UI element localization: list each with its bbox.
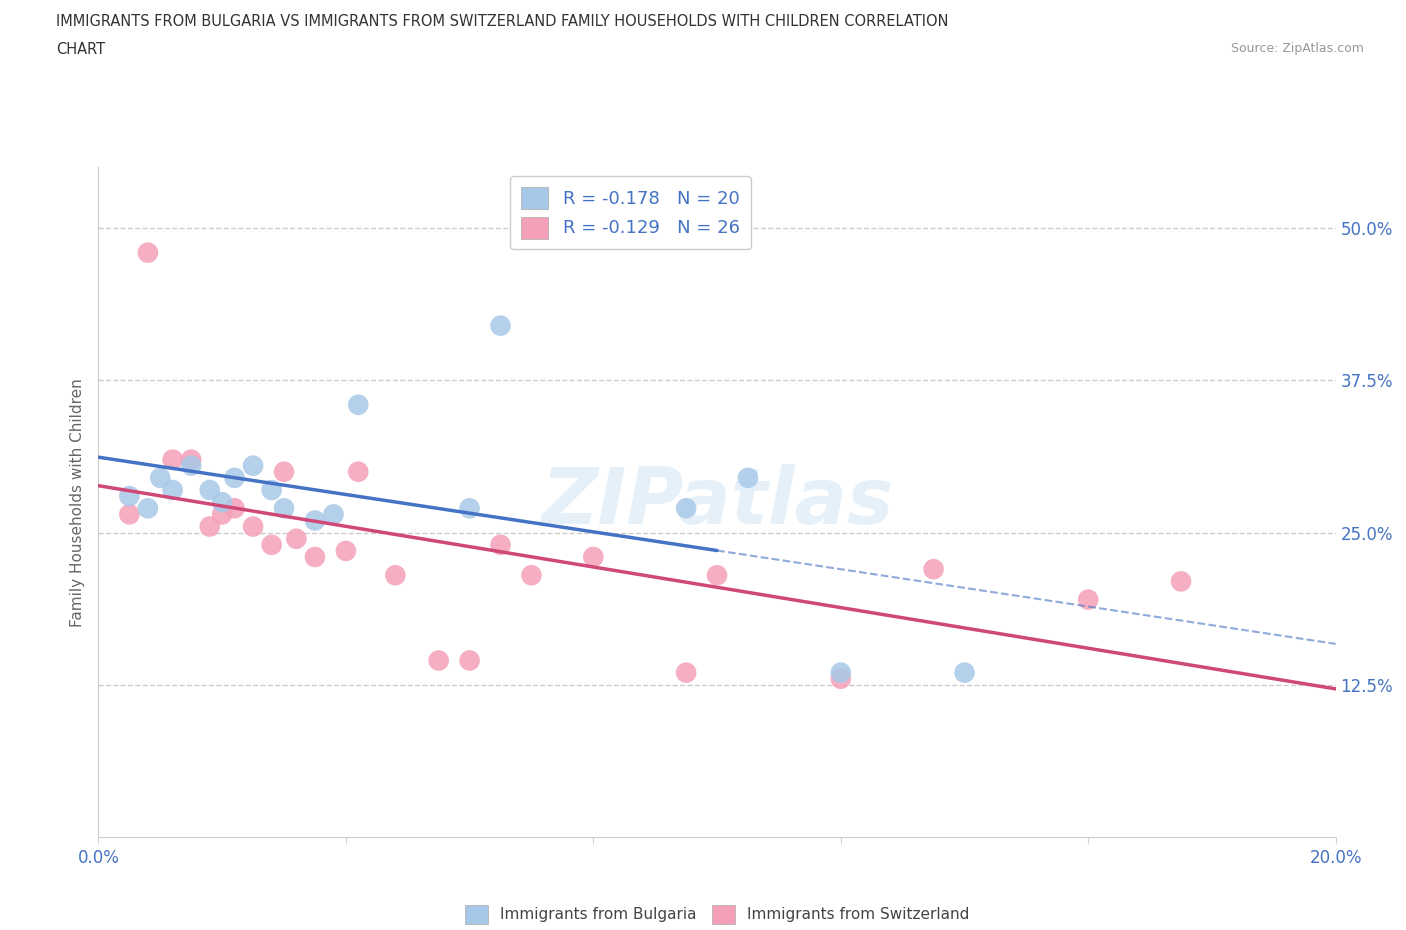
Point <box>198 519 221 534</box>
Text: IMMIGRANTS FROM BULGARIA VS IMMIGRANTS FROM SWITZERLAND FAMILY HOUSEHOLDS WITH C: IMMIGRANTS FROM BULGARIA VS IMMIGRANTS F… <box>56 14 949 29</box>
Point <box>384 568 406 583</box>
Point <box>118 507 141 522</box>
Y-axis label: Family Households with Children: Family Households with Children <box>69 378 84 627</box>
Point <box>335 543 357 558</box>
Point <box>136 246 159 260</box>
Point <box>706 568 728 583</box>
Text: CHART: CHART <box>56 42 105 57</box>
Point <box>273 501 295 516</box>
Point <box>162 452 184 467</box>
Point <box>427 653 450 668</box>
Text: Source: ZipAtlas.com: Source: ZipAtlas.com <box>1230 42 1364 55</box>
Point <box>224 501 246 516</box>
Point <box>830 671 852 686</box>
Point <box>458 501 481 516</box>
Point <box>211 495 233 510</box>
Point <box>1077 592 1099 607</box>
Point <box>304 550 326 565</box>
Point <box>737 471 759 485</box>
Point <box>347 464 370 479</box>
Point <box>180 458 202 473</box>
Point <box>198 483 221 498</box>
Legend: Immigrants from Bulgaria, Immigrants from Switzerland: Immigrants from Bulgaria, Immigrants fro… <box>458 899 976 930</box>
Point <box>922 562 945 577</box>
Point <box>273 464 295 479</box>
Point <box>162 483 184 498</box>
Point <box>347 397 370 412</box>
Point <box>582 550 605 565</box>
Point <box>322 507 344 522</box>
Point <box>675 665 697 680</box>
Point <box>149 471 172 485</box>
Point <box>136 501 159 516</box>
Point <box>458 653 481 668</box>
Point <box>675 501 697 516</box>
Point <box>242 519 264 534</box>
Point <box>260 538 283 552</box>
Point <box>242 458 264 473</box>
Point <box>180 452 202 467</box>
Point <box>489 318 512 333</box>
Text: ZIPatlas: ZIPatlas <box>541 464 893 540</box>
Point <box>118 488 141 503</box>
Point <box>260 483 283 498</box>
Point <box>224 471 246 485</box>
Point <box>1170 574 1192 589</box>
Point <box>489 538 512 552</box>
Point <box>830 665 852 680</box>
Point <box>285 531 308 546</box>
Point <box>953 665 976 680</box>
Point <box>211 507 233 522</box>
Point <box>304 513 326 528</box>
Point <box>520 568 543 583</box>
